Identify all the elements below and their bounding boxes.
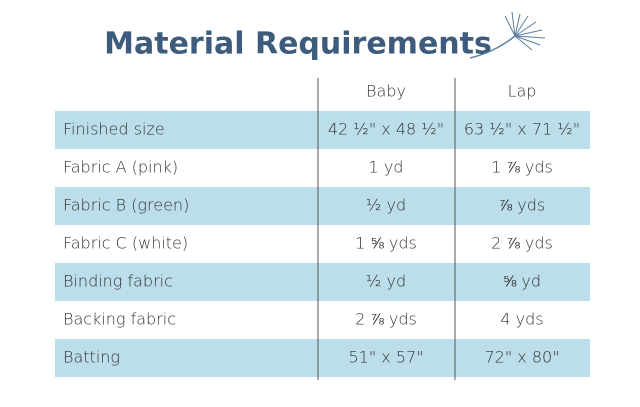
row-label: Fabric B (green) [63, 196, 189, 215]
row-label: Binding fabric [63, 272, 173, 291]
cell: ½ yd [366, 196, 406, 215]
cell: 63 ½" x 71 ½" [464, 120, 580, 139]
cell: 1 yd [369, 158, 404, 177]
cell: ⅝ yd [503, 272, 541, 291]
cell: 1 ⅞ yds [491, 158, 553, 177]
table-body [55, 111, 590, 377]
cell: 4 yds [500, 310, 543, 329]
row-label: Finished size [63, 120, 165, 139]
cell: ½ yd [366, 272, 406, 291]
row-band [55, 111, 590, 149]
column-header: Lap [508, 82, 537, 101]
cell: 72" x 80" [484, 348, 559, 367]
column-header: Baby [366, 82, 406, 101]
row-label: Fabric C (white) [63, 234, 188, 253]
cell: 42 ½" x 48 ½" [328, 120, 444, 139]
cell: 2 ⅞ yds [355, 310, 417, 329]
cell: 2 ⅞ yds [491, 234, 553, 253]
row-label: Fabric A (pink) [63, 158, 178, 177]
row-band [55, 339, 590, 377]
row-label: Backing fabric [63, 310, 176, 329]
row-label: Batting [63, 348, 120, 367]
dandelion-seed-icon [469, 11, 546, 59]
cell: 1 ⅝ yds [355, 234, 417, 253]
row-band [55, 263, 590, 301]
cell: 51" x 57" [348, 348, 423, 367]
row-band [55, 187, 590, 225]
cell: ⅞ yds [499, 196, 545, 215]
title: Material Requirements [104, 27, 492, 62]
